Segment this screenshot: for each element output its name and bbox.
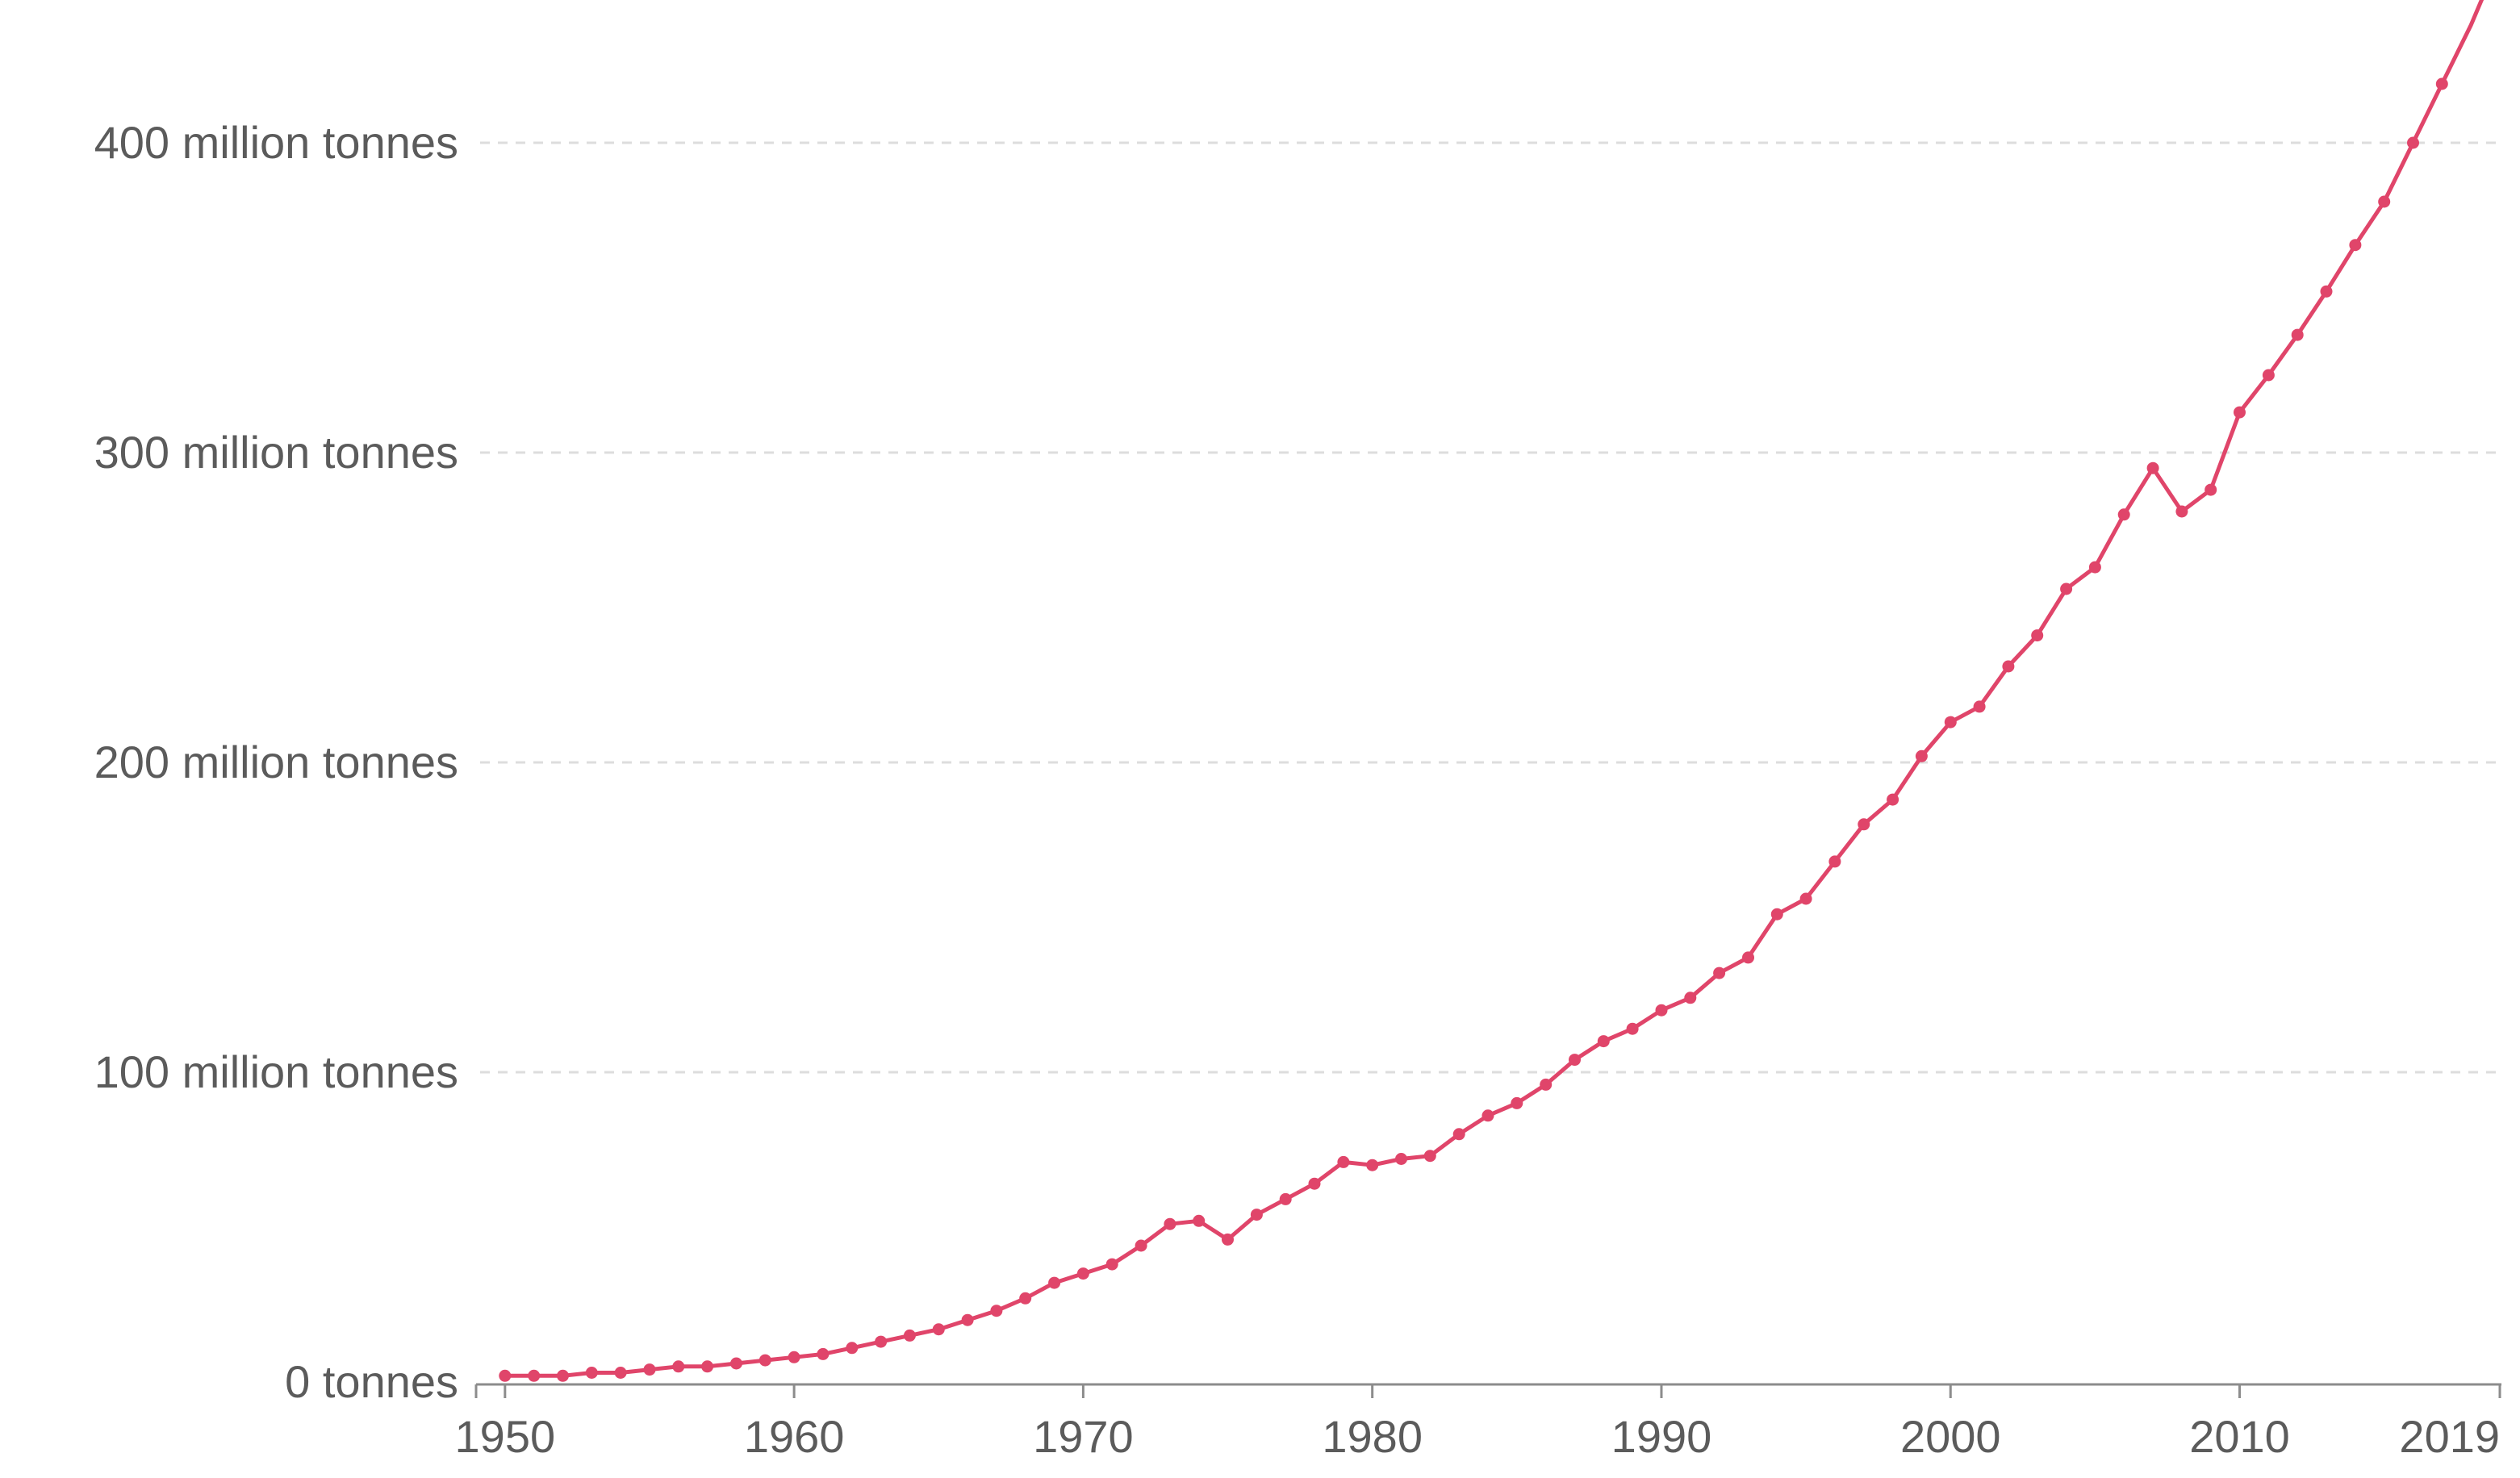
data-point [1076, 1267, 1089, 1280]
data-point [701, 1360, 714, 1373]
data-point [2349, 239, 2362, 252]
data-point [1858, 818, 1870, 831]
x-tick-label: 2000 [1900, 1411, 2001, 1462]
data-point [1395, 1153, 1407, 1165]
data-point [1626, 1022, 1639, 1035]
data-point [2378, 195, 2391, 208]
data-point [1250, 1209, 1263, 1221]
x-tick-label: 1990 [1611, 1411, 1712, 1462]
data-point [1308, 1177, 1321, 1190]
y-tick-label: 100 million tonnes [94, 1046, 458, 1097]
x-tick-label: 1970 [1033, 1411, 1134, 1462]
data-point [1684, 992, 1697, 1004]
y-tick-label: 300 million tonnes [94, 427, 458, 478]
series-group [499, 0, 2484, 1382]
data-point [759, 1354, 771, 1367]
x-tick-label: 1960 [744, 1411, 845, 1462]
data-point [1770, 908, 1783, 921]
data-point [499, 1369, 512, 1382]
data-point [1019, 1292, 1032, 1305]
data-point [2117, 508, 2130, 521]
data-point [2031, 629, 2044, 642]
data-point [1915, 749, 1928, 762]
data-point [1887, 793, 1899, 806]
x-tick-label: 2010 [2189, 1411, 2290, 1462]
data-point [846, 1342, 859, 1355]
data-point [1337, 1155, 1350, 1168]
data-point [2002, 660, 2015, 673]
data-point [1105, 1258, 1118, 1271]
data-point [2291, 328, 2304, 341]
data-point [2320, 285, 2333, 298]
data-point [2060, 582, 2073, 595]
data-point [1452, 1128, 1465, 1141]
data-point [557, 1369, 569, 1382]
data-point [990, 1305, 1003, 1317]
data-point [1511, 1096, 1523, 1109]
data-point [1569, 1054, 1581, 1067]
data-point [903, 1329, 916, 1342]
y-tick-label: 200 million tonnes [94, 737, 458, 787]
x-tick-label: 1980 [1322, 1411, 1423, 1462]
data-point [614, 1367, 627, 1379]
data-point [528, 1369, 541, 1382]
data-point [730, 1357, 742, 1370]
data-point [1742, 951, 1754, 964]
data-point [643, 1363, 656, 1376]
data-point [1423, 1150, 1436, 1163]
x-tick-label: 2019 [2399, 1411, 2500, 1462]
data-point [2407, 136, 2419, 149]
data-point [1279, 1192, 1292, 1205]
data-point [1828, 855, 1841, 868]
data-point [2262, 369, 2275, 382]
x-tick-label: 1950 [455, 1411, 556, 1462]
data-point [961, 1313, 974, 1326]
data-point [932, 1323, 945, 1336]
y-tick-label: 0 tonnes [285, 1356, 458, 1407]
data-point [2234, 406, 2246, 419]
data-point [1135, 1239, 1147, 1252]
data-point [1655, 1004, 1668, 1017]
data-point [1597, 1035, 1610, 1048]
y-tick-label: 400 million tonnes [94, 117, 458, 168]
y-axis-labels: 0 tonnes 100 million tonnes 200 million to… [94, 117, 458, 1407]
data-point [2175, 505, 2188, 518]
data-point [817, 1347, 830, 1360]
data-point [1222, 1233, 1234, 1246]
x-axis-labels: 1950 1960 1970 1980 1990 2000 2010 2019 [455, 1411, 2500, 1462]
data-point [585, 1367, 598, 1379]
series-line [503, 0, 2484, 1378]
data-point [1799, 892, 1812, 905]
data-point [2435, 77, 2448, 90]
data-point [2088, 561, 2101, 574]
data-point [788, 1351, 800, 1363]
data-point [1048, 1276, 1061, 1289]
data-point [1366, 1159, 1379, 1171]
data-point [1164, 1217, 1176, 1230]
data-point [1481, 1109, 1494, 1122]
gridlines [480, 141, 2500, 1074]
data-point [1944, 716, 1957, 729]
data-point [2204, 483, 2217, 496]
series-layer [499, 0, 2484, 1382]
x-axis [474, 1383, 2501, 1398]
data-point [1540, 1078, 1553, 1091]
data-point [672, 1360, 685, 1373]
data-point [1193, 1214, 1206, 1227]
data-point [1973, 700, 1986, 713]
data-point [875, 1335, 888, 1348]
data-point [2146, 461, 2159, 474]
data-point [1713, 967, 1726, 979]
